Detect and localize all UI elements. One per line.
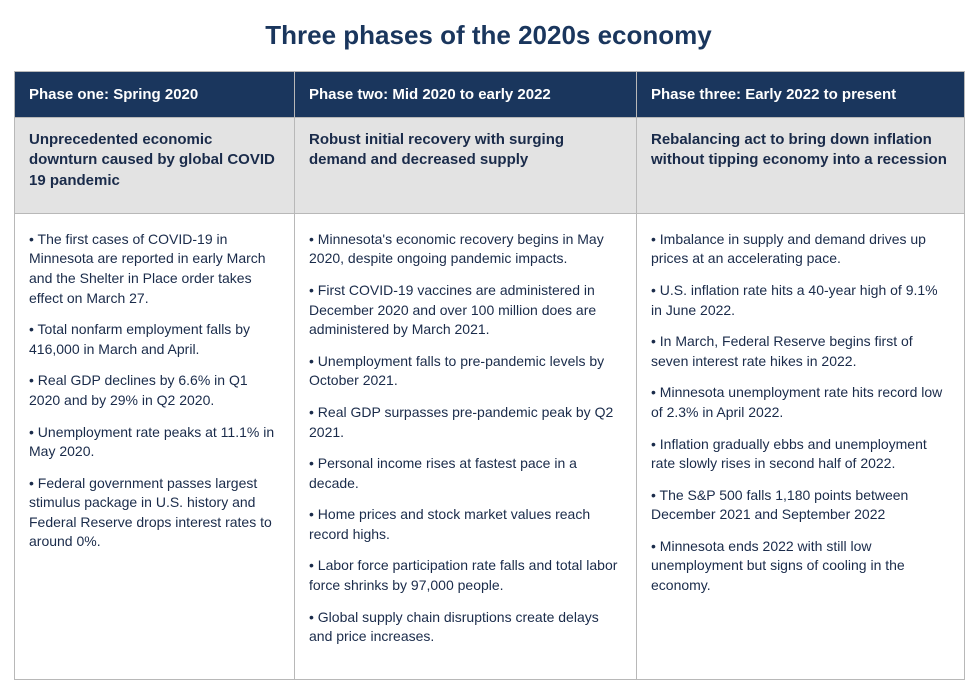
bullet-item: Home prices and stock market values reac… — [309, 505, 622, 544]
bullet-item: Real GDP surpasses pre-pandemic peak by … — [309, 403, 622, 442]
column-subheader: Unprecedented economic downturn caused b… — [15, 118, 295, 214]
column-header: Phase two: Mid 2020 to early 2022 — [295, 71, 637, 118]
bullet-item: Personal income rises at fastest pace in… — [309, 454, 622, 493]
column-body: Imbalance in supply and demand drives up… — [637, 214, 965, 680]
column-header: Phase one: Spring 2020 — [15, 71, 295, 118]
bullet-item: Labor force participation rate falls and… — [309, 556, 622, 595]
bullet-item: Inflation gradually ebbs and unemploymen… — [651, 435, 950, 474]
bullet-item: Minnesota's economic recovery begins in … — [309, 230, 622, 269]
page-title: Three phases of the 2020s economy — [14, 20, 963, 51]
column-subheader: Rebalancing act to bring down inflation … — [637, 118, 965, 214]
bullet-item: Real GDP declines by 6.6% in Q1 2020 and… — [29, 371, 280, 410]
column-body: The first cases of COVID-19 in Minnesota… — [15, 214, 295, 680]
bullet-item: The S&P 500 falls 1,180 points between D… — [651, 486, 950, 525]
bullet-item: In March, Federal Reserve begins first o… — [651, 332, 950, 371]
bullet-item: U.S. inflation rate hits a 40-year high … — [651, 281, 950, 320]
bullet-item: Federal government passes largest stimul… — [29, 474, 280, 552]
phases-table: Phase one: Spring 2020 Phase two: Mid 20… — [14, 71, 964, 680]
bullet-item: Minnesota ends 2022 with still low unemp… — [651, 537, 950, 596]
bullet-item: Unemployment rate peaks at 11.1% in May … — [29, 423, 280, 462]
bullet-item: Imbalance in supply and demand drives up… — [651, 230, 950, 269]
column-body: Minnesota's economic recovery begins in … — [295, 214, 637, 680]
bullet-item: First COVID-19 vaccines are administered… — [309, 281, 622, 340]
column-subheader: Robust initial recovery with surging dem… — [295, 118, 637, 214]
bullet-item: The first cases of COVID-19 in Minnesota… — [29, 230, 280, 308]
bullet-item: Total nonfarm employment falls by 416,00… — [29, 320, 280, 359]
bullet-item: Unemployment falls to pre-pandemic level… — [309, 352, 622, 391]
column-header: Phase three: Early 2022 to present — [637, 71, 965, 118]
bullet-item: Global supply chain disruptions create d… — [309, 608, 622, 647]
bullet-item: Minnesota unemployment rate hits record … — [651, 383, 950, 422]
